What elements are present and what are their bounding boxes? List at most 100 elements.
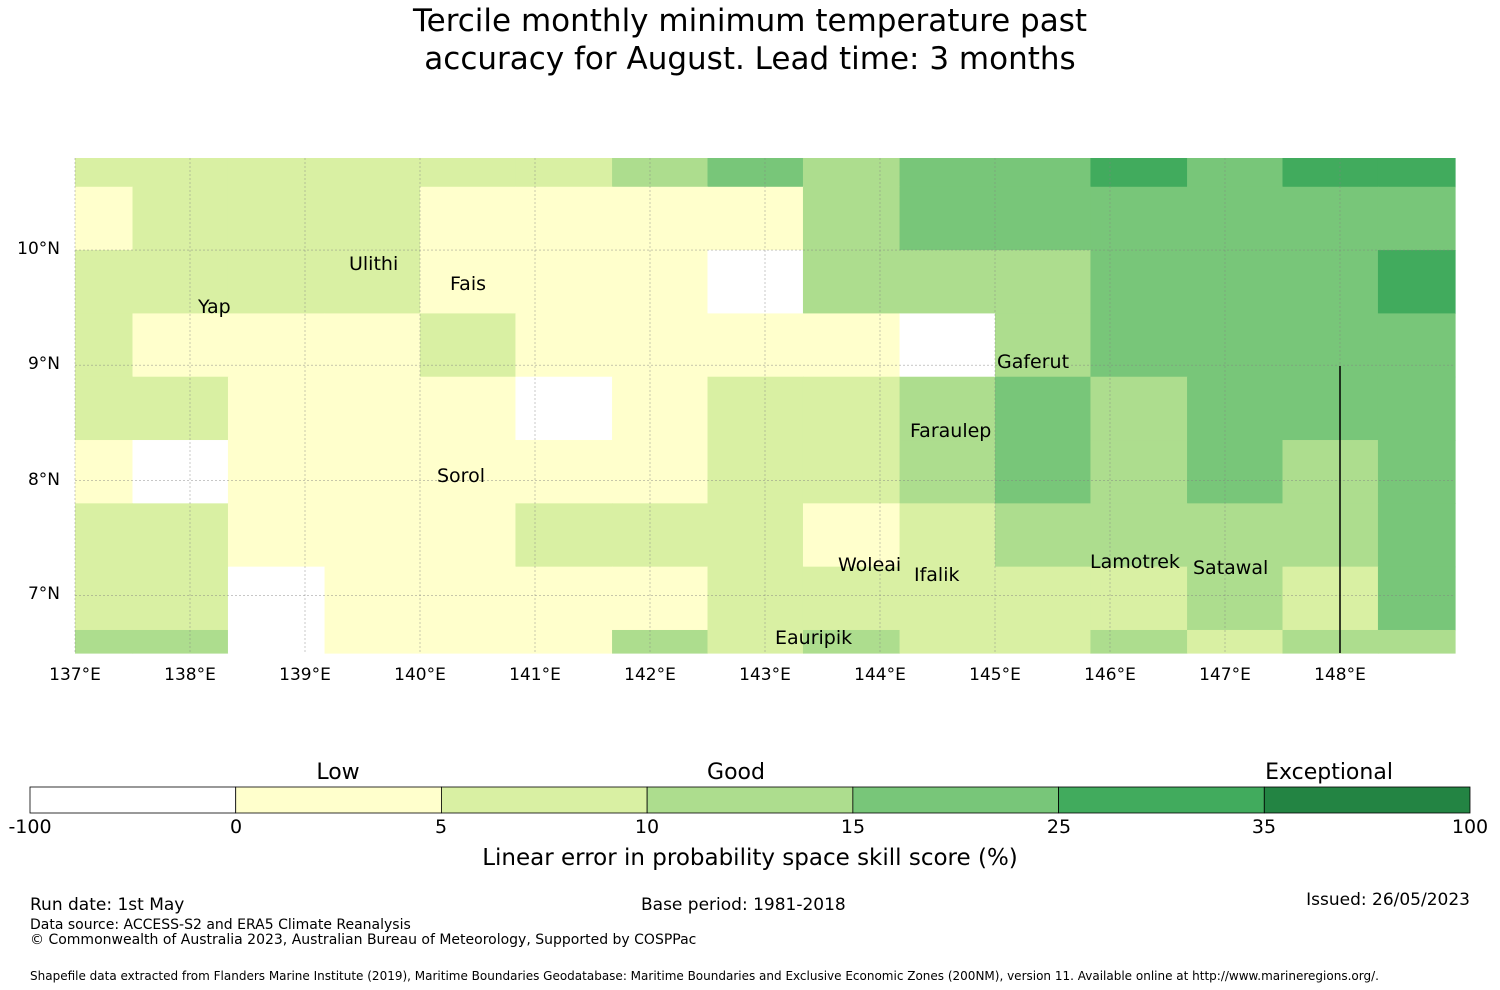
heatmap-cell xyxy=(1377,376,1456,441)
heatmap-cell xyxy=(1377,158,1456,188)
heatmap-cell xyxy=(324,186,421,251)
colorbar-segment xyxy=(1058,786,1265,814)
colorbar-segment xyxy=(441,786,648,814)
heatmap-cell xyxy=(515,313,613,378)
lon-tick-label: 137°E xyxy=(49,665,101,685)
heatmap-cell xyxy=(227,376,326,441)
heatmap-cell xyxy=(1377,566,1456,631)
heatmap-cell xyxy=(1090,250,1188,314)
heatmap-cell xyxy=(1090,440,1188,504)
heatmap-cell xyxy=(612,250,709,314)
lat-tick-label: 7°N xyxy=(27,584,60,604)
heatmap-cell xyxy=(612,629,709,654)
colorbar-tick-label: 25 xyxy=(1046,816,1072,838)
heatmap-cell xyxy=(420,440,517,504)
heatmap-cell xyxy=(1090,629,1188,654)
colorbar-tick-label: -100 xyxy=(8,816,52,838)
heatmap-cell xyxy=(707,376,804,441)
heatmap-cell xyxy=(324,250,421,314)
heatmap-cell xyxy=(1187,503,1284,568)
heatmap-cell xyxy=(612,186,709,251)
heatmap-cell xyxy=(1377,629,1456,654)
heatmap-cell xyxy=(995,158,1092,188)
heatmap-cell xyxy=(1377,186,1456,251)
heatmap-cell xyxy=(420,313,517,378)
heatmap-cell xyxy=(132,186,229,251)
heatmap-cell xyxy=(227,440,326,504)
heatmap-cell xyxy=(227,313,326,378)
lon-tick-label: 144°E xyxy=(854,665,906,685)
heatmap-cell xyxy=(1377,503,1456,568)
colorbar-segment xyxy=(1263,786,1471,814)
heatmap-cell xyxy=(802,186,901,251)
heatmap-cell xyxy=(75,440,134,504)
heatmap-cell xyxy=(324,158,421,188)
heatmap-cell xyxy=(1187,158,1284,188)
heatmap-cell xyxy=(612,313,709,378)
place-label-eauripik: Eauripik xyxy=(775,627,853,649)
heatmap-cell xyxy=(1282,629,1379,654)
lon-tick-label: 145°E xyxy=(969,665,1021,685)
heatmap-cell xyxy=(420,566,517,631)
heatmap-cell xyxy=(1187,186,1284,251)
heatmap-cell xyxy=(1187,250,1284,314)
heatmap-cell xyxy=(802,440,901,504)
issued-date: Issued: 26/05/2023 xyxy=(1306,890,1470,910)
heatmap-cell xyxy=(420,158,517,188)
place-label-faraulep: Faraulep xyxy=(910,420,992,442)
lon-tick-label: 148°E xyxy=(1314,665,1366,685)
heatmap-cell xyxy=(1282,440,1379,504)
heatmap-cell xyxy=(420,376,517,441)
heatmap-cell xyxy=(75,376,134,441)
heatmap-cell xyxy=(802,503,901,568)
heatmap-cell xyxy=(515,440,613,504)
heatmap-cell xyxy=(1187,313,1284,378)
heatmap-cell xyxy=(995,629,1092,654)
heatmap-cell xyxy=(75,629,134,654)
heatmap-cell xyxy=(515,376,613,441)
heatmap-cell xyxy=(899,440,996,504)
heatmap-cell xyxy=(420,186,517,251)
place-label-gaferut: Gaferut xyxy=(997,351,1070,373)
colorbar-tick-label: 10 xyxy=(634,816,660,838)
heatmap-cell xyxy=(132,440,229,504)
lat-tick-label: 9°N xyxy=(27,354,60,374)
heatmap-cell xyxy=(802,629,901,654)
heatmap-cell xyxy=(802,313,901,378)
colorbar-category-good: Good xyxy=(707,760,765,785)
lon-tick-label: 146°E xyxy=(1084,665,1136,685)
heatmap-cell xyxy=(995,250,1092,314)
heatmap-cell xyxy=(227,629,326,654)
place-label-ulithi: Ulithi xyxy=(349,253,399,275)
heatmap-cell xyxy=(1090,566,1188,631)
heatmap-cell xyxy=(515,629,613,654)
heatmap-cell xyxy=(802,250,901,314)
heatmap-cell xyxy=(995,566,1092,631)
heatmap-cell xyxy=(612,158,709,188)
heatmap-cell xyxy=(227,566,326,631)
heatmap-cell xyxy=(995,440,1092,504)
heatmap-cell xyxy=(707,250,804,314)
heatmap-cell xyxy=(899,250,996,314)
place-label-fais: Fais xyxy=(450,273,487,295)
heatmap-cell xyxy=(75,186,134,251)
place-label-ifalik: Ifalik xyxy=(914,564,960,586)
heatmap-cell xyxy=(612,503,709,568)
heatmap-cell xyxy=(899,186,996,251)
heatmap-cell xyxy=(612,566,709,631)
heatmap-cell xyxy=(75,503,134,568)
lon-tick-label: 147°E xyxy=(1199,665,1251,685)
place-label-woleai: Woleai xyxy=(838,554,902,576)
heatmap-cell xyxy=(1187,376,1284,441)
heatmap-cell xyxy=(707,186,804,251)
heatmap-cell xyxy=(1377,313,1456,378)
heatmap-cell xyxy=(1282,313,1379,378)
colorbar-category-low: Low xyxy=(316,760,360,785)
heatmap-cell xyxy=(227,250,326,314)
heatmap-cell xyxy=(707,440,804,504)
heatmap-cell xyxy=(75,566,134,631)
heatmap-cell xyxy=(75,250,134,314)
run-date: Run date: 1st May xyxy=(30,895,185,915)
colorbar-tick-label: 100 xyxy=(1451,816,1489,838)
heatmap-cell xyxy=(995,376,1092,441)
